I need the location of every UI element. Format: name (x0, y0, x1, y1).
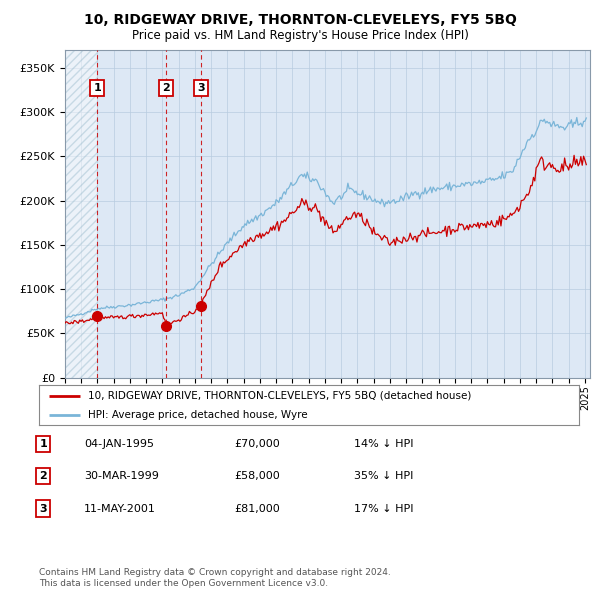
Text: This data is licensed under the Open Government Licence v3.0.: This data is licensed under the Open Gov… (39, 579, 328, 588)
Text: HPI: Average price, detached house, Wyre: HPI: Average price, detached house, Wyre (88, 410, 307, 419)
Text: 10, RIDGEWAY DRIVE, THORNTON-CLEVELEYS, FY5 5BQ (detached house): 10, RIDGEWAY DRIVE, THORNTON-CLEVELEYS, … (88, 391, 471, 401)
Text: 2: 2 (40, 471, 47, 481)
Text: 04-JAN-1995: 04-JAN-1995 (84, 439, 154, 448)
Text: 10, RIDGEWAY DRIVE, THORNTON-CLEVELEYS, FY5 5BQ: 10, RIDGEWAY DRIVE, THORNTON-CLEVELEYS, … (83, 13, 517, 27)
Text: 35% ↓ HPI: 35% ↓ HPI (354, 471, 413, 481)
Text: 1: 1 (40, 439, 47, 448)
Text: Contains HM Land Registry data © Crown copyright and database right 2024.: Contains HM Land Registry data © Crown c… (39, 568, 391, 577)
Text: 2: 2 (163, 83, 170, 93)
Text: £81,000: £81,000 (234, 504, 280, 513)
Text: 17% ↓ HPI: 17% ↓ HPI (354, 504, 413, 513)
Text: £70,000: £70,000 (234, 439, 280, 448)
Text: Price paid vs. HM Land Registry's House Price Index (HPI): Price paid vs. HM Land Registry's House … (131, 30, 469, 42)
Bar (65, 50, 97, 378)
Text: 11-MAY-2001: 11-MAY-2001 (84, 504, 156, 513)
Text: £58,000: £58,000 (234, 471, 280, 481)
Text: 3: 3 (40, 504, 47, 513)
Text: 3: 3 (197, 83, 205, 93)
Text: 14% ↓ HPI: 14% ↓ HPI (354, 439, 413, 448)
Text: 30-MAR-1999: 30-MAR-1999 (84, 471, 159, 481)
Text: 1: 1 (94, 83, 101, 93)
